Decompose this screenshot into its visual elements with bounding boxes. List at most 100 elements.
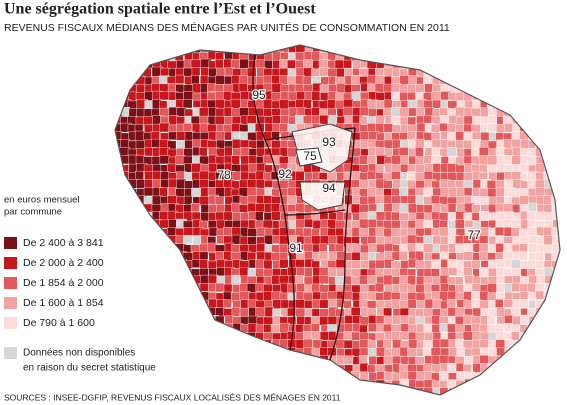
commune <box>496 275 505 285</box>
commune <box>115 307 122 317</box>
commune <box>528 339 538 349</box>
commune <box>543 331 555 341</box>
commune <box>184 339 196 349</box>
commune <box>142 340 154 351</box>
commune <box>215 52 224 61</box>
commune <box>399 250 408 261</box>
legend-label: De 1 854 à 2 000 <box>23 277 104 289</box>
commune <box>527 108 537 118</box>
commune <box>183 195 193 206</box>
commune <box>128 379 139 389</box>
commune <box>457 395 467 404</box>
commune <box>224 347 234 358</box>
commune <box>463 75 475 86</box>
commune <box>135 299 147 310</box>
commune <box>159 306 171 317</box>
commune <box>144 284 155 296</box>
commune <box>168 372 180 382</box>
commune <box>480 132 491 142</box>
commune <box>115 268 122 280</box>
commune <box>536 99 546 110</box>
commune <box>551 92 560 103</box>
commune <box>543 362 555 372</box>
commune <box>238 75 248 85</box>
commune <box>167 45 178 53</box>
commune <box>367 187 377 198</box>
commune <box>520 379 530 391</box>
commune <box>232 355 243 365</box>
legend-label: De 2 400 à 3 841 <box>23 237 104 249</box>
commune <box>160 45 172 55</box>
commune <box>391 379 401 392</box>
commune <box>472 45 484 56</box>
commune <box>168 315 179 325</box>
commune <box>199 339 210 350</box>
commune <box>167 307 177 317</box>
commune <box>115 148 121 160</box>
commune <box>558 331 560 341</box>
commune <box>472 52 483 63</box>
commune <box>119 210 131 220</box>
commune <box>158 363 168 374</box>
commune <box>535 74 546 86</box>
commune <box>535 131 544 141</box>
commune <box>543 52 554 63</box>
commune <box>495 60 506 71</box>
commune <box>159 331 169 343</box>
commune <box>115 259 120 270</box>
commune <box>216 348 228 358</box>
commune <box>319 275 330 285</box>
commune <box>527 259 536 269</box>
commune <box>440 58 452 70</box>
commune <box>383 139 393 150</box>
commune <box>376 387 388 395</box>
commune <box>271 211 281 221</box>
commune <box>551 116 560 128</box>
commune <box>552 124 560 135</box>
commune <box>167 275 178 285</box>
commune <box>407 194 417 204</box>
commune <box>190 202 200 212</box>
commune <box>167 291 178 303</box>
commune <box>528 123 538 134</box>
commune <box>115 52 120 63</box>
commune <box>520 115 529 127</box>
commune <box>439 45 449 52</box>
commune <box>561 141 567 151</box>
commune <box>152 170 162 180</box>
commune <box>136 275 148 287</box>
commune <box>239 58 249 70</box>
commune <box>551 299 560 309</box>
commune <box>471 323 481 333</box>
commune <box>127 196 138 207</box>
commune <box>135 155 145 165</box>
commune <box>272 356 284 367</box>
commune <box>224 146 233 157</box>
commune <box>158 379 168 390</box>
commune <box>352 379 363 390</box>
commune <box>455 338 465 349</box>
commune <box>327 227 337 238</box>
commune <box>295 371 307 383</box>
commune <box>183 346 194 359</box>
commune <box>279 322 291 333</box>
commune <box>472 67 481 79</box>
commune <box>519 251 528 261</box>
commune <box>544 274 555 285</box>
commune <box>510 92 522 104</box>
commune <box>246 45 258 52</box>
commune <box>552 187 560 196</box>
commune <box>126 299 138 309</box>
commune <box>375 259 386 269</box>
legend-swatch <box>4 257 17 269</box>
commune <box>319 380 331 391</box>
commune <box>167 340 177 352</box>
commune <box>375 379 386 391</box>
commune <box>558 196 560 206</box>
commune <box>115 84 122 95</box>
commune <box>255 59 266 69</box>
commune <box>327 290 338 300</box>
commune <box>115 172 120 183</box>
commune <box>207 363 217 375</box>
commune <box>447 59 458 72</box>
